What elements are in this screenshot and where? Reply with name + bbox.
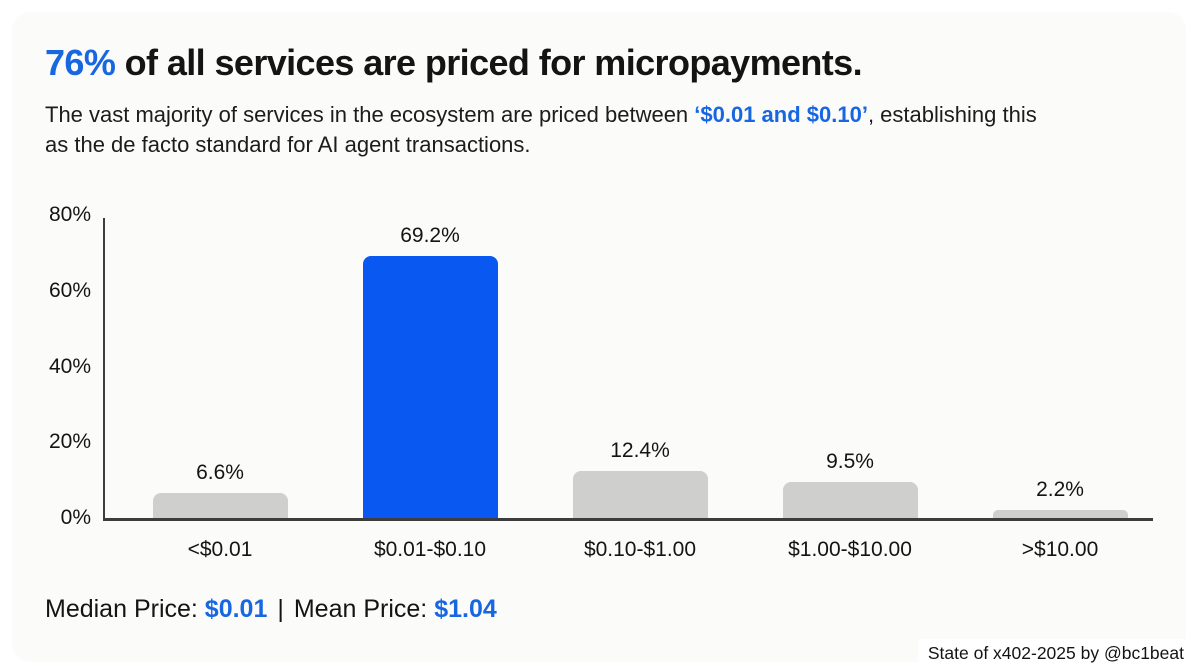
x-axis-category-label: >$10.00 bbox=[1021, 538, 1099, 561]
y-axis-tick: 60% bbox=[48, 278, 91, 302]
subtitle-before: The vast majority of services in the eco… bbox=[45, 102, 695, 127]
median-price-value: $0.01 bbox=[204, 595, 268, 623]
bar-0 bbox=[152, 493, 288, 518]
bar-chart: 0% 20% 40% 60% 80% 6.6% <$0.01 69.2% $0.01-$0.10… bbox=[49, 203, 1153, 561]
median-price-label: Median Price: bbox=[45, 595, 205, 623]
bar-value-label: 69.2% bbox=[400, 223, 460, 247]
page-title: 76% of all services are priced for micro… bbox=[45, 42, 863, 84]
bar-3 bbox=[782, 482, 918, 518]
bar-value-label: 9.5% bbox=[826, 450, 874, 474]
bar-2 bbox=[572, 471, 708, 518]
x-axis-category-label: $0.01-$0.10 bbox=[373, 538, 487, 561]
y-axis-tick: 20% bbox=[48, 430, 91, 454]
y-axis-tick: 40% bbox=[48, 354, 91, 378]
title-highlight: 76% bbox=[45, 42, 116, 83]
bar-value-label: 12.4% bbox=[610, 439, 670, 463]
page-subtitle: The vast majority of services in the eco… bbox=[45, 100, 1065, 161]
y-axis-tick: 80% bbox=[48, 203, 91, 226]
attribution: State of x402-2025 by @bc1beat bbox=[917, 639, 1194, 670]
infographic-card: 76% of all services are priced for micro… bbox=[12, 12, 1186, 662]
mean-price-label: Mean Price: bbox=[293, 595, 435, 623]
bar-1 bbox=[362, 255, 498, 518]
bar-value-label: 6.6% bbox=[196, 461, 244, 485]
bar-4 bbox=[992, 509, 1128, 518]
x-axis-category-label: <$0.01 bbox=[187, 538, 253, 561]
x-axis-category-label: $1.00-$10.00 bbox=[788, 538, 912, 561]
subtitle-after: , establishing this as the de facto stan… bbox=[45, 102, 1037, 158]
y-axis-tick: 0% bbox=[60, 506, 91, 529]
summary-stats: Median Price: $0.01 | Mean Price: $1.04 bbox=[45, 595, 497, 624]
mean-price-value: $1.04 bbox=[434, 595, 497, 623]
bar-value-label: 2.2% bbox=[1036, 477, 1084, 501]
x-axis-category-label: $0.10-$1.00 bbox=[583, 538, 697, 561]
stats-separator: | bbox=[277, 595, 284, 623]
subtitle-highlight: ‘$0.01 and $0.10’ bbox=[694, 102, 868, 127]
title-rest: of all services are priced for micropaym… bbox=[115, 42, 863, 83]
